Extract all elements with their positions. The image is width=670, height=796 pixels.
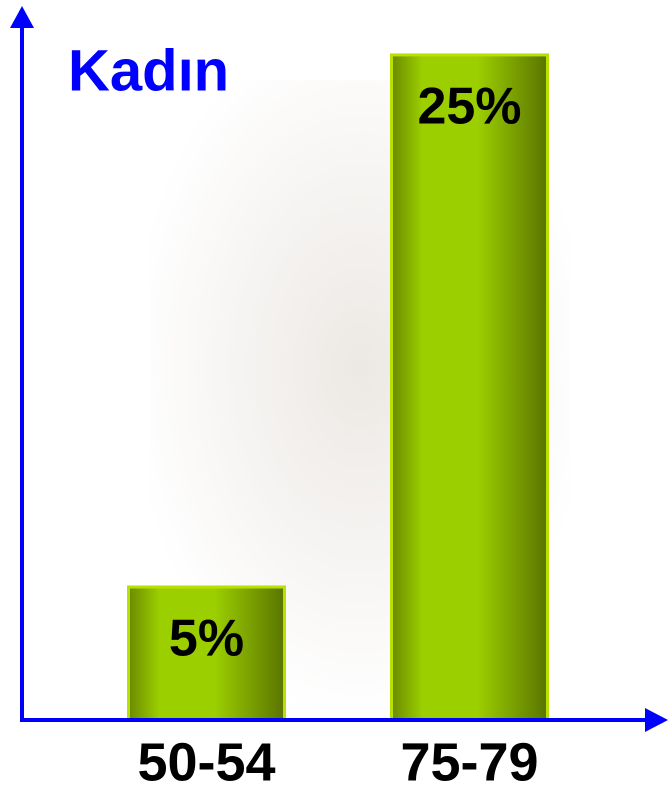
chart-title: Kadın (68, 38, 229, 103)
bar (390, 53, 549, 722)
x-tick-label: 50-54 (137, 732, 275, 792)
x-tick-label: 75-79 (400, 732, 538, 792)
value-label: 5% (169, 610, 244, 668)
value-label: 25% (417, 78, 521, 136)
x-axis-arrow (645, 708, 668, 732)
bar (127, 585, 286, 722)
y-axis-arrow (10, 6, 34, 28)
